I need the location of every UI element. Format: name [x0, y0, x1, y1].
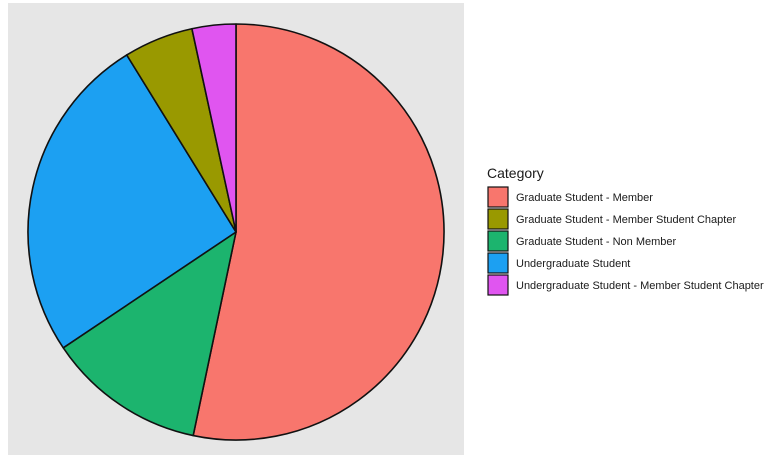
- legend-key-graduate-student-non-member: [487, 230, 509, 252]
- legend-label-graduate-student-non-member: Graduate Student - Non Member: [516, 236, 677, 248]
- legend-items: Graduate Student - Member Graduate Studen…: [487, 186, 764, 296]
- legend: Category Graduate Student - MemberGradua…: [487, 165, 764, 296]
- legend-key-undergraduate-student: [487, 252, 509, 274]
- legend-title: Category: [487, 165, 544, 181]
- pie-slices: [27, 23, 445, 441]
- legend-label-undergraduate-student-member-student-chapter: Undergraduate Student - Member Student C…: [516, 280, 764, 292]
- legend-key-graduate-student-member: [487, 186, 509, 208]
- pie-slice-graduate-student-non-member: [62, 231, 237, 437]
- legend-key-undergraduate-student-member-student-chapter: [487, 274, 509, 296]
- legend-label-graduate-student-member-student-chapter: Graduate Student - Member Student Chapte…: [516, 214, 736, 226]
- pie-slice-undergraduate-student-member-student-chapter: [191, 23, 237, 233]
- legend-label-undergraduate-student: Undergraduate Student: [516, 258, 630, 270]
- pie-slice-graduate-student-member: [192, 23, 445, 441]
- legend-label-graduate-student-member: Graduate Student - Member: [516, 192, 653, 204]
- pie-slice-undergraduate-student: [27, 54, 237, 349]
- legend-key-graduate-student-member-student-chapter: [487, 208, 509, 230]
